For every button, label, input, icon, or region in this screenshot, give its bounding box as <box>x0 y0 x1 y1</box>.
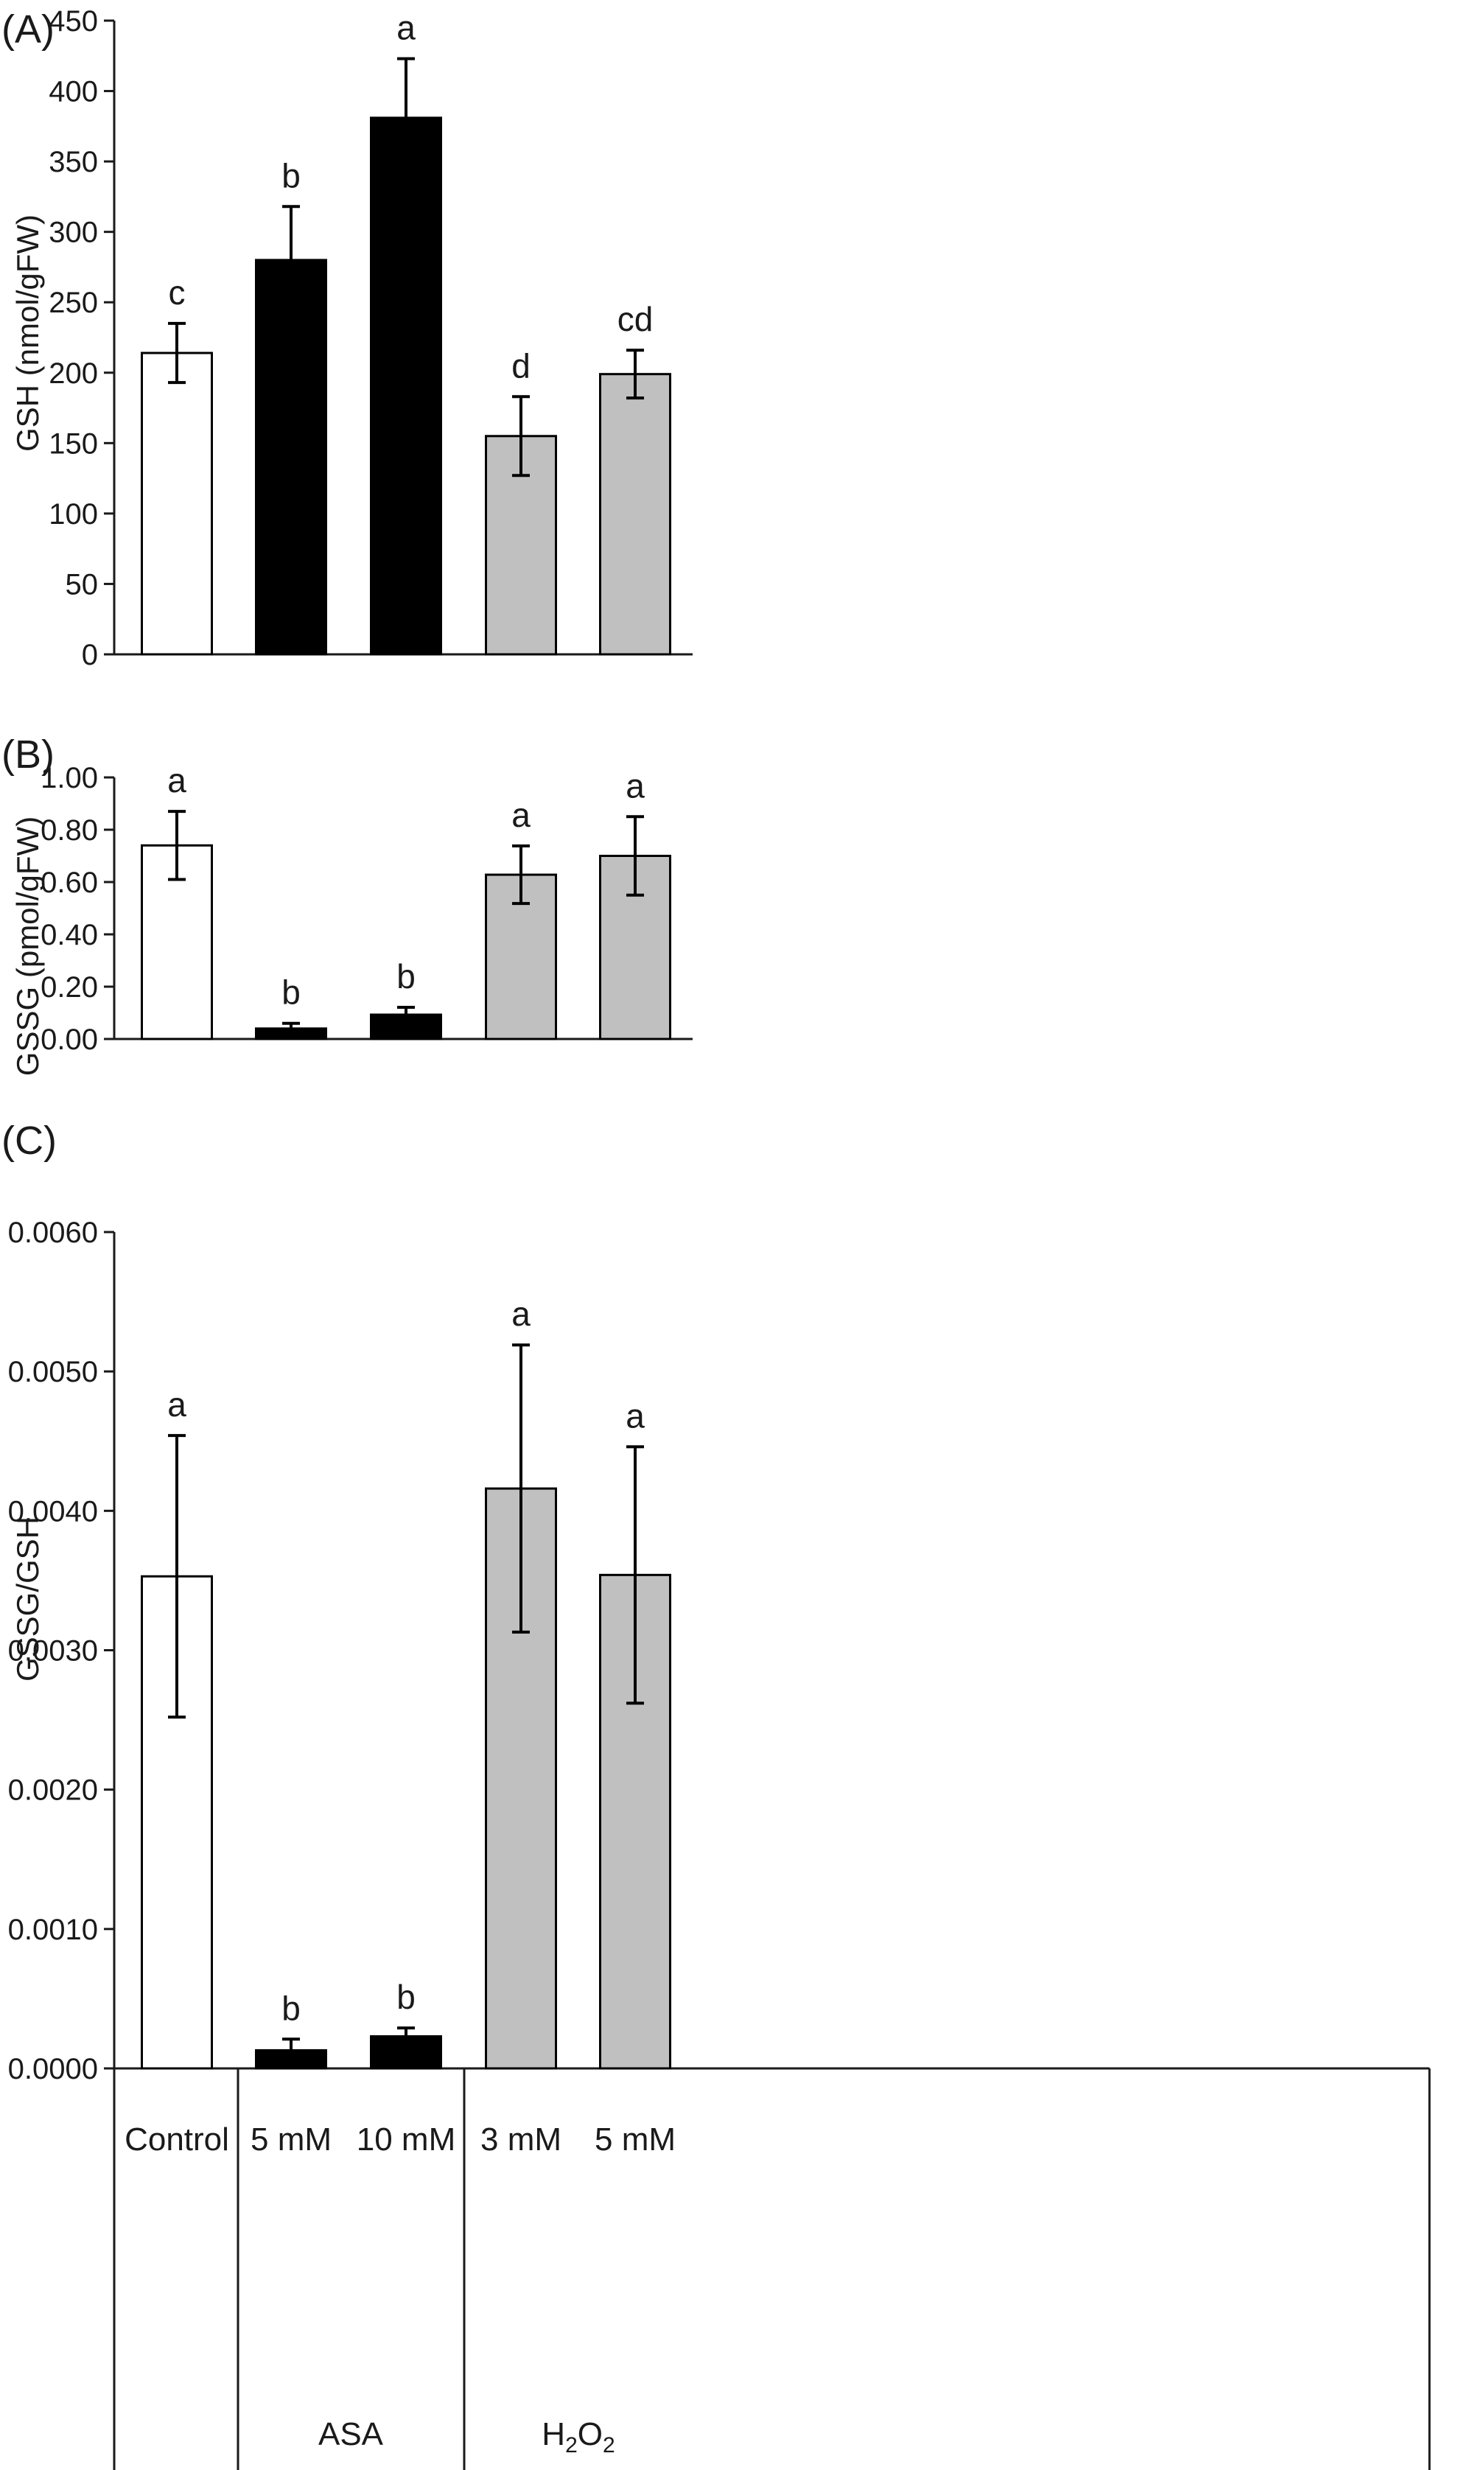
category-axis: Control 5 mM 10 mM 3 mM 5 mM ASA H2O2 <box>113 2068 1431 2470</box>
significance-letter: b <box>396 1978 416 2016</box>
y-tick-label: 250 <box>49 287 98 319</box>
y-tick-label: 1.00 <box>41 762 98 794</box>
significance-letter: cd <box>617 300 654 338</box>
y-tick-label: 0.40 <box>41 919 98 951</box>
y-tick-label: 350 <box>49 146 98 178</box>
bar <box>141 351 213 656</box>
significance-letter: a <box>396 9 416 47</box>
significance-letter: a <box>167 761 186 800</box>
bar <box>255 259 327 656</box>
panel-label: (B) <box>1 732 55 777</box>
group-label-h2o2: H2O2 <box>542 2416 615 2457</box>
panel-a-gsh-chart: (A) GSH (nmol/gFW) 0 50 100 150 200 250 300 350… <box>1 5 693 671</box>
significance-letter: a <box>167 1385 186 1424</box>
bar <box>370 116 442 656</box>
y-tick-label: 0.60 <box>41 867 98 899</box>
y-tick-label: 0 <box>82 639 98 671</box>
h2o2-h: H <box>542 2416 565 2452</box>
h2o2-o: O <box>578 2416 603 2452</box>
y-tick-label: 0.0010 <box>8 1914 98 1946</box>
significance-letter: b <box>281 973 301 1012</box>
group-label-asa: ASA <box>318 2416 384 2452</box>
significance-letter: a <box>626 1396 645 1435</box>
category-label: Control <box>125 2121 229 2158</box>
y-tick-label: 100 <box>49 498 98 531</box>
significance-letter: d <box>511 346 531 385</box>
panel-c-ratio-chart: (C) GSSG/GSH 0.0000 0.0010 0.0020 0.0030 0.0… <box>1 1119 1429 2085</box>
category-label: 5 mM <box>251 2121 332 2158</box>
y-tick-label: 0.00 <box>41 1024 98 1056</box>
h2o2-sub-2: 2 <box>603 2433 615 2457</box>
bar <box>599 373 671 656</box>
y-axis-title: GSSG (pmol/gFW) <box>10 816 45 1076</box>
significance-letter: b <box>281 156 301 195</box>
y-tick-label: 0.0060 <box>8 1217 98 1249</box>
y-tick-label: 150 <box>49 427 98 460</box>
significance-letter: a <box>511 1295 531 1333</box>
significance-letter: a <box>626 766 645 805</box>
y-axis-title: GSSG/GSH <box>10 1516 45 1682</box>
y-tick-label: 450 <box>49 5 98 38</box>
significance-letter: b <box>396 957 416 996</box>
y-tick-label: 0.0020 <box>8 1774 98 1807</box>
significance-letter: a <box>511 796 531 834</box>
y-tick-label: 300 <box>49 217 98 249</box>
y-tick-label: 0.0050 <box>8 1356 98 1388</box>
category-label: 5 mM <box>595 2121 676 2158</box>
figure-content: (A) GSH (nmol/gFW) 0 50 100 150 200 250 300 350… <box>1 5 1431 2470</box>
y-tick-label: 0.20 <box>41 971 98 1004</box>
h2o2-sub-1: 2 <box>565 2433 578 2457</box>
panel-label: (A) <box>1 7 55 52</box>
y-tick-label: 0.0040 <box>8 1495 98 1528</box>
panel-label: (C) <box>1 1119 57 1163</box>
category-label: 3 mM <box>480 2121 561 2158</box>
y-tick-label: 0.0000 <box>8 2053 98 2085</box>
y-tick-label: 0.0030 <box>8 1635 98 1668</box>
y-tick-label: 200 <box>49 357 98 390</box>
y-tick-label: 0.80 <box>41 814 98 847</box>
y-tick-label: 50 <box>66 568 99 601</box>
significance-letter: c <box>169 273 186 312</box>
y-axis-title: GSH (nmol/gFW) <box>10 214 45 452</box>
y-tick-label: 400 <box>49 76 98 108</box>
panel-b-gssg-chart: (B) GSSG (pmol/gFW) 0.00 0.20 0.40 0.60 0.80… <box>1 732 693 1076</box>
category-label: 10 mM <box>357 2121 455 2158</box>
significance-letter: b <box>281 1989 301 2027</box>
